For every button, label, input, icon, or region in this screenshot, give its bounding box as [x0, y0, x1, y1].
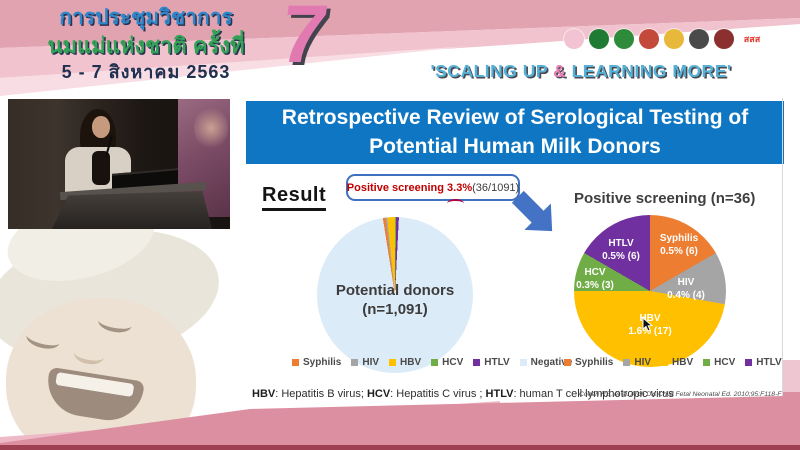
legend-swatch: [564, 359, 571, 366]
conference-title-line1: การประชุมวิชาการ: [59, 6, 233, 29]
conference-motto: 'SCALING UP & LEARNING MORE': [430, 61, 732, 81]
legend-swatch: [703, 359, 711, 366]
presenter-face: [92, 116, 110, 138]
legend-item: HTLV: [745, 357, 782, 368]
positive-screening-pie-chart: [574, 215, 726, 367]
legend-swatch: [431, 359, 439, 366]
university-seal-logo-icon: [689, 29, 709, 49]
conference-title-line2: นมแม่แห่งชาติ ครั้งที่: [47, 33, 245, 59]
right-band-light: [783, 360, 800, 396]
legend-swatch: [519, 359, 527, 366]
legend-swatch: [351, 359, 359, 366]
legend-item: HIV: [351, 357, 379, 368]
reference-citation: Cohen RS, et al. Arch Dis Child Fetal Ne…: [579, 391, 795, 398]
legend-item: HIV: [623, 357, 651, 368]
callout-detail: (36/1091): [472, 181, 520, 194]
bottom-band-dark-strip: [0, 445, 800, 450]
positive-screening-callout: Positive screening 3.3% (36/1091): [346, 174, 520, 201]
slice-label-hcv: HCV 0.3% (3): [576, 267, 614, 291]
legend-item: HBV: [389, 357, 421, 368]
arrow-icon: [511, 190, 553, 232]
edition-number: 7: [274, 0, 334, 80]
medical-association-crest-logo-icon: [714, 29, 734, 49]
motto-ampersand: &: [553, 61, 567, 81]
podium: [52, 191, 212, 229]
conference-dates: 5 - 7 สิงหาคม 2563: [61, 62, 231, 83]
legend-item: HCV: [703, 357, 735, 368]
legend-item: Syphilis: [564, 357, 613, 368]
royal-college-crest-logo-icon: [639, 29, 659, 49]
legend-item: Syphilis: [292, 357, 341, 368]
donors-pie-chart: Potential donors (n=1,091): [317, 217, 473, 373]
callout-highlight: Positive screening 3.3%: [346, 181, 473, 194]
slice-label-hiv: HIV 0.4% (4): [667, 277, 705, 301]
legend-swatch: [623, 359, 631, 366]
legend-swatch: [389, 359, 397, 366]
legend-item: HCV: [431, 357, 463, 368]
slide-right-edge: [782, 98, 783, 398]
slide-title-line1: Retrospective Review of Serological Test…: [281, 106, 749, 130]
result-heading: Result: [262, 184, 327, 211]
legend-item: HTLV: [473, 357, 510, 368]
callout-brace: [447, 199, 464, 208]
legend-swatch: [745, 359, 753, 366]
organizer-logos: สสส: [564, 29, 765, 49]
presenter-video-feed: [8, 99, 230, 229]
health-department-logo-icon: [614, 29, 634, 49]
presenter-shirt: [92, 151, 110, 185]
conference-title-block: การประชุมวิชาการ นมแม่แห่งชาติ ครั้งที่ …: [22, 6, 270, 83]
slide-title-line2: Potential Human Milk Donors: [369, 134, 661, 158]
donors-pie-legend: Syphilis HIV HBV HCV HTLV Negative: [292, 357, 582, 368]
slice-label-syphilis: Syphilis 0.5% (6): [659, 233, 699, 257]
abbreviation-footnote: HBV: Hepatitis B virus; HCV: Hepatitis C…: [252, 388, 674, 400]
legend-item: HBV: [661, 357, 693, 368]
projection-screen-image: [194, 105, 228, 151]
royal-emblem-logo-icon: [664, 29, 684, 49]
legend-swatch: [661, 359, 669, 366]
positive-screening-pie-legend: Syphilis HIV HBV HCV HTLV: [564, 357, 792, 368]
legend-item: Negative: [519, 357, 572, 368]
thai-health-sss-logo-icon: สสส: [739, 31, 765, 47]
positive-screening-pie-title: Positive screening (n=36): [574, 190, 756, 207]
background-baby-photo: [0, 226, 238, 446]
donors-pie-center-label: Potential donors (n=1,091): [335, 281, 455, 319]
slice-label-hbv: HBV 1.6% (17): [628, 313, 672, 337]
ministry-of-health-logo-icon: [589, 29, 609, 49]
legend-swatch: [292, 359, 299, 366]
legend-swatch: [473, 359, 481, 366]
mother-baby-foundation-logo-icon: [564, 29, 584, 49]
slide-title: Retrospective Review of Serological Test…: [246, 101, 784, 164]
mouse-cursor-icon: [642, 317, 654, 332]
slice-label-htlv: HTLV 0.5% (6): [602, 238, 640, 262]
